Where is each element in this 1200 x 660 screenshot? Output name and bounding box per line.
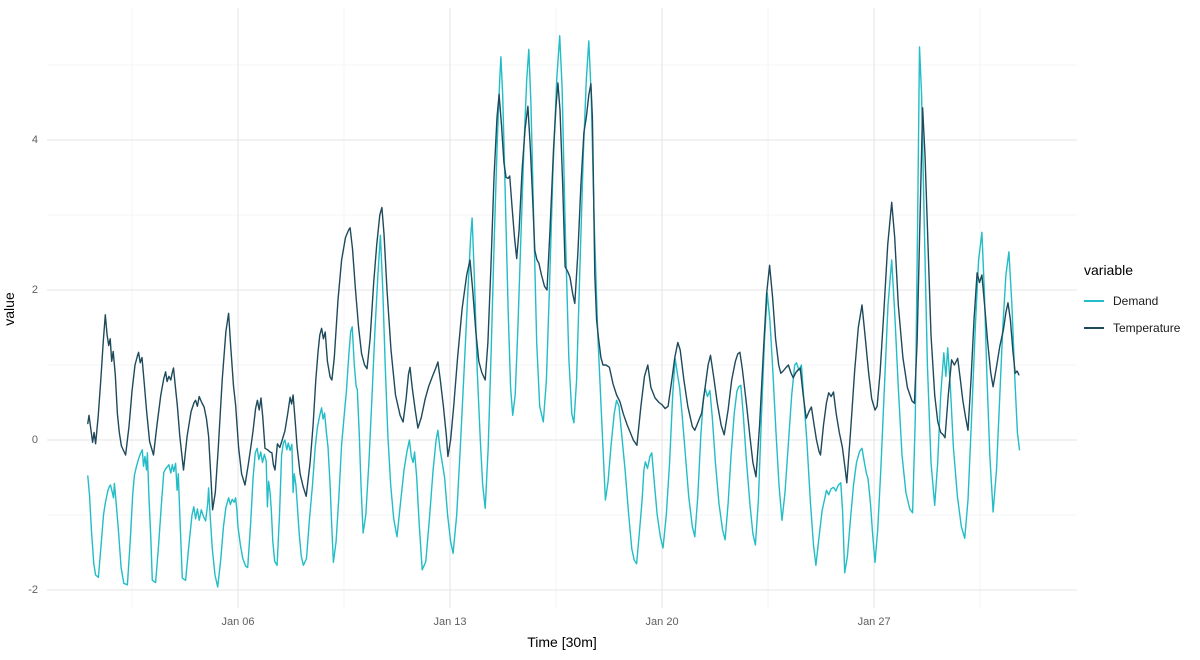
temperature-line [87, 82, 1020, 511]
legend-item-temperature: Temperature [1084, 319, 1180, 337]
demand-key-line-icon [1084, 300, 1104, 302]
demand-line [87, 35, 1021, 588]
x-tick-label: Jan 06 [221, 616, 255, 628]
x-tick-label: Jan 27 [857, 616, 891, 628]
legend: variable Demand Temperature [1084, 262, 1180, 346]
temperature-key-line-icon [1084, 327, 1104, 329]
y-tick-label: 0 [31, 434, 38, 446]
legend-title: variable [1084, 262, 1134, 278]
y-tick-label: 4 [31, 134, 38, 146]
x-tick-label: Jan 13 [433, 616, 467, 628]
x-tick-label: Jan 20 [645, 616, 679, 628]
legend-item-demand: Demand [1084, 292, 1180, 310]
x-axis-title: Time [30m] [527, 634, 597, 650]
y-axis-title: value [1, 292, 17, 326]
legend-label-demand: Demand [1113, 294, 1159, 308]
y-tick-label: -2 [28, 584, 38, 596]
y-tick-label: 2 [31, 284, 38, 296]
legend-label-temperature: Temperature [1113, 321, 1181, 335]
